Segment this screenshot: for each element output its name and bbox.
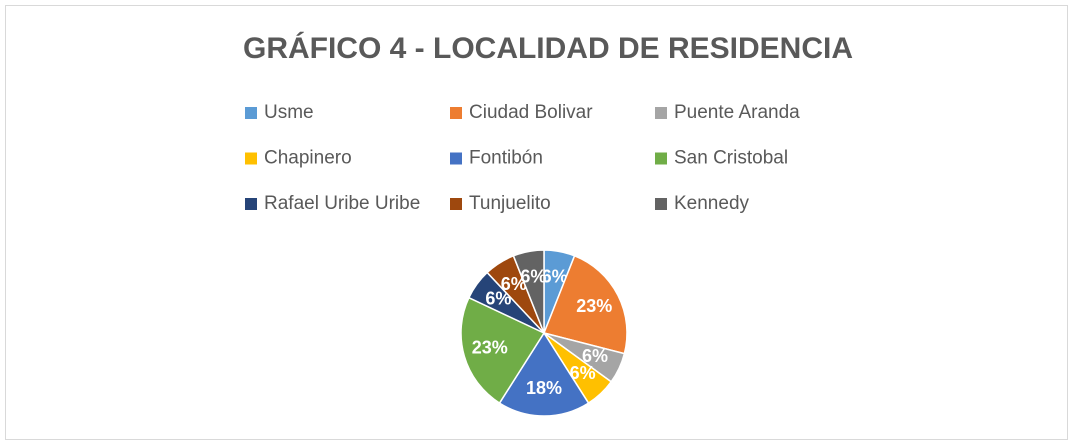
chart-title: GRÁFICO 4 - LOCALIDAD DE RESIDENCIA bbox=[243, 31, 853, 65]
pie-slice bbox=[498, 331, 590, 417]
legend-label: Puente Aranda bbox=[674, 102, 800, 123]
pie-slice bbox=[542, 254, 628, 355]
legend-swatch bbox=[655, 152, 667, 165]
legend-label: Usme bbox=[264, 102, 314, 123]
legend-label: Rafael Uribe Uribe bbox=[264, 193, 420, 214]
legend-swatch bbox=[245, 198, 257, 210]
legend-label: Ciudad Bolivar bbox=[469, 102, 593, 123]
legend-swatch bbox=[450, 198, 462, 210]
data-label: 6% bbox=[520, 266, 546, 286]
data-label: 6% bbox=[582, 346, 608, 366]
legend-swatch bbox=[450, 152, 462, 165]
legend-label: Tunjuelito bbox=[469, 193, 551, 214]
data-label: 23% bbox=[472, 337, 508, 357]
data-label: 6% bbox=[570, 363, 596, 383]
legend-swatch bbox=[655, 107, 667, 119]
legend-swatch bbox=[450, 107, 462, 119]
data-label: 18% bbox=[526, 378, 562, 398]
legend-label: Chapinero bbox=[264, 148, 352, 169]
pie-slice bbox=[512, 249, 545, 334]
legend-label: San Cristobal bbox=[674, 148, 788, 169]
data-label: 6% bbox=[542, 266, 568, 286]
legend-label: Fontibón bbox=[469, 148, 543, 169]
data-label: 6% bbox=[485, 289, 511, 309]
legend-swatch bbox=[655, 198, 667, 210]
data-label: 6% bbox=[501, 274, 527, 294]
data-label: 23% bbox=[576, 296, 612, 316]
legend-label: Kennedy bbox=[674, 193, 750, 214]
legend-swatch bbox=[245, 107, 257, 119]
legend-swatch bbox=[245, 152, 257, 165]
